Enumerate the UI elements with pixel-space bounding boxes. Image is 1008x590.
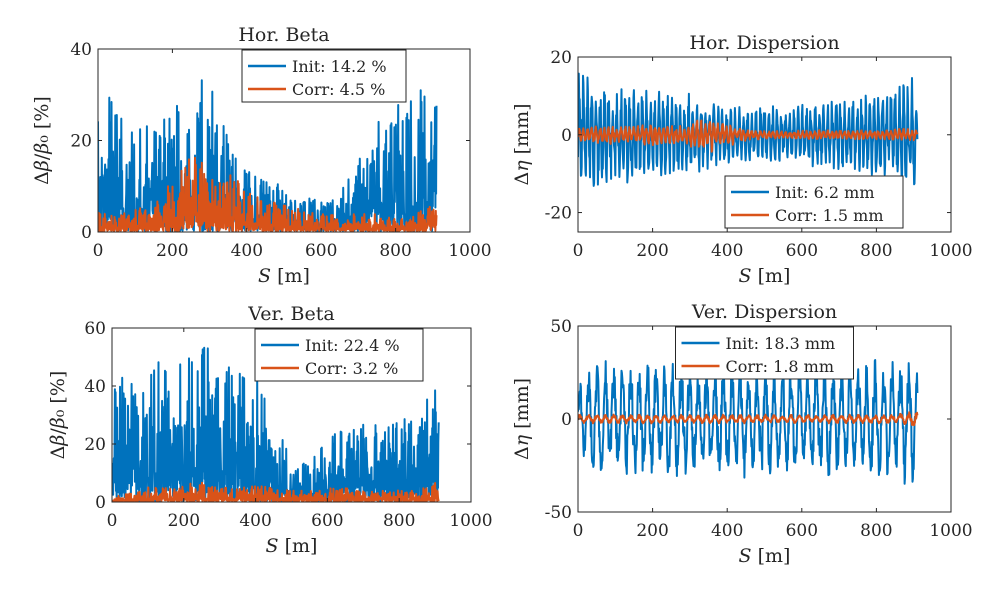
chart-title: Hor. Beta bbox=[238, 24, 329, 46]
chart-title: Hor. Dispersion bbox=[689, 32, 839, 54]
x-tick-label: 600 bbox=[311, 511, 343, 531]
y-tick-label: 0 bbox=[561, 126, 572, 146]
x-tick-label: 0 bbox=[107, 511, 118, 531]
x-axis-label: S [m] bbox=[739, 265, 791, 287]
x-tick-label: 0 bbox=[93, 241, 104, 261]
series-line-corr bbox=[112, 481, 440, 502]
legend: Init: 14.2 % Corr: 4.5 % bbox=[241, 49, 407, 103]
y-axis-label: Δη [mm] bbox=[511, 103, 533, 185]
x-tick-label: 0 bbox=[573, 241, 584, 261]
series-line-corr bbox=[98, 156, 438, 232]
x-tick-label: 0 bbox=[573, 521, 584, 541]
y-tick-label: 20 bbox=[84, 435, 106, 455]
x-tick-label: 400 bbox=[711, 521, 743, 541]
legend-label-corr: Corr: 1.5 mm bbox=[775, 206, 884, 225]
legend: Init: 6.2 mm Corr: 1.5 mm bbox=[724, 175, 904, 229]
legend-label-init: Init: 6.2 mm bbox=[775, 183, 875, 202]
x-tick-label: 600 bbox=[305, 241, 337, 261]
chart-ver-beta: 0 200 400 600 800 1000 0 20 40 60 Ver. Beta S [m] Δβ… bbox=[47, 303, 493, 557]
y-tick-label: 0 bbox=[81, 223, 92, 243]
y-tick-label: 40 bbox=[70, 40, 92, 60]
series-line-init bbox=[578, 359, 919, 485]
legend-label-init: Init: 22.4 % bbox=[305, 336, 400, 355]
x-tick-label: 800 bbox=[860, 521, 892, 541]
x-tick-label: 600 bbox=[786, 521, 818, 541]
axes-box bbox=[577, 56, 952, 233]
x-tick-label: 200 bbox=[636, 521, 668, 541]
legend-label-init: Init: 14.2 % bbox=[292, 57, 387, 76]
legend-box bbox=[675, 326, 854, 380]
x-tick-label: 800 bbox=[860, 241, 892, 261]
y-tick-label: 0 bbox=[95, 493, 106, 513]
legend: Init: 18.3 mm Corr: 1.8 mm bbox=[675, 326, 854, 380]
y-tick-label: 40 bbox=[84, 377, 106, 397]
legend-label-corr: Corr: 3.2 % bbox=[305, 359, 398, 378]
x-tick-label: 600 bbox=[786, 241, 818, 261]
x-tick-label: 1000 bbox=[929, 521, 972, 541]
x-tick-label: 200 bbox=[156, 241, 188, 261]
y-tick-label: 20 bbox=[70, 132, 92, 152]
x-tick-label: 800 bbox=[379, 241, 411, 261]
x-tick-label: 200 bbox=[636, 241, 668, 261]
chart-title: Ver. Dispersion bbox=[691, 301, 837, 323]
chart-hor-beta: 0 200 400 600 800 1000 0 20 40 Hor. Beta S [m] Δβ/β… bbox=[31, 24, 492, 287]
x-tick-label: 400 bbox=[239, 511, 271, 531]
y-tick-label: 50 bbox=[550, 317, 572, 337]
legend-label-corr: Corr: 4.5 % bbox=[292, 80, 385, 99]
legend-box bbox=[724, 175, 904, 229]
x-tick-label: 400 bbox=[231, 241, 263, 261]
series-line-init bbox=[578, 72, 919, 187]
y-tick-label: 0 bbox=[561, 410, 572, 430]
x-tick-label: 1000 bbox=[929, 241, 972, 261]
legend-box bbox=[254, 328, 424, 382]
series-line-corr bbox=[578, 411, 919, 427]
x-axis-label: S [m] bbox=[258, 265, 310, 287]
x-tick-label: 1000 bbox=[448, 241, 491, 261]
y-tick-label: -20 bbox=[545, 204, 572, 224]
y-axis-label: Δβ/β₀ [%] bbox=[47, 371, 69, 460]
legend-label-corr: Corr: 1.8 mm bbox=[726, 357, 835, 376]
legend-label-init: Init: 18.3 mm bbox=[726, 334, 836, 353]
x-tick-label: 400 bbox=[711, 241, 743, 261]
y-tick-label: -50 bbox=[545, 503, 572, 523]
axes-box bbox=[111, 327, 472, 503]
series-line-corr bbox=[578, 119, 919, 153]
y-axis-label: Δη [mm] bbox=[511, 378, 533, 460]
chart-title: Ver. Beta bbox=[247, 303, 334, 325]
x-tick-label: 200 bbox=[168, 511, 200, 531]
y-axis-label: Δβ/β₀ [%] bbox=[31, 96, 53, 185]
x-axis-label: S [m] bbox=[739, 545, 791, 567]
legend: Init: 22.4 % Corr: 3.2 % bbox=[254, 328, 424, 382]
x-tick-label: 800 bbox=[383, 511, 415, 531]
y-tick-label: 60 bbox=[84, 319, 106, 339]
x-tick-label: 1000 bbox=[449, 511, 492, 531]
legend-box bbox=[241, 49, 407, 103]
x-axis-label: S [m] bbox=[266, 535, 318, 557]
y-tick-label: 20 bbox=[550, 48, 572, 68]
